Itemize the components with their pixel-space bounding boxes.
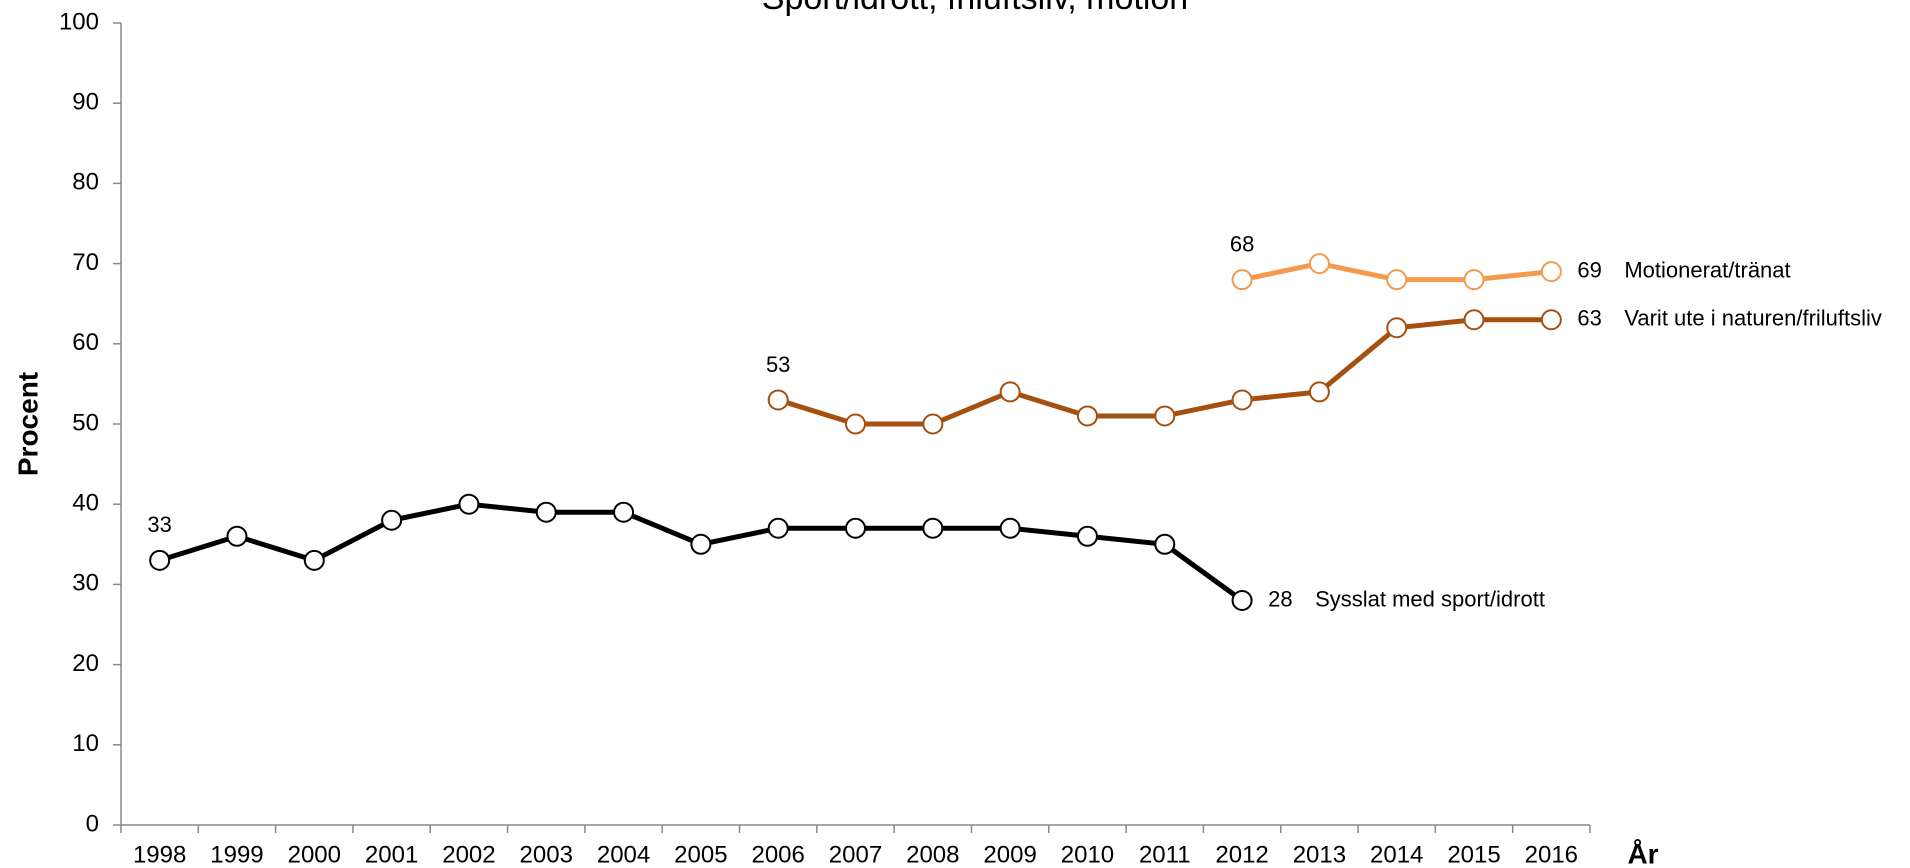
x-tick-label: 2006	[751, 841, 804, 868]
point	[1076, 405, 1098, 427]
point	[381, 509, 403, 531]
point	[1540, 261, 1562, 283]
point	[1231, 589, 1253, 611]
x-tick-label: 2016	[1525, 841, 1578, 868]
x-tick-label: 2000	[288, 841, 341, 868]
x-tick-label: 2013	[1293, 841, 1346, 868]
point	[1463, 269, 1485, 291]
y-tick-label: 60	[72, 329, 99, 356]
y-tick-label: 30	[72, 570, 99, 597]
data-label: 53	[766, 352, 790, 377]
point	[613, 501, 635, 523]
x-tick-label: 2007	[829, 841, 882, 868]
point	[303, 549, 325, 571]
point	[1308, 253, 1330, 275]
point	[845, 413, 866, 435]
point	[922, 413, 944, 435]
x-tick-label: 2004	[597, 841, 650, 868]
y-tick-label: 100	[59, 8, 99, 35]
point	[1386, 317, 1408, 339]
chart-title: Sport/idrott, friluftsliv, motion	[762, 0, 1188, 17]
y-tick-label: 20	[72, 650, 99, 677]
data-label: 68	[1230, 231, 1254, 256]
x-tick-label: 2011	[1139, 841, 1191, 868]
y-tick-label: 50	[72, 409, 99, 436]
x-tick-label: 2012	[1215, 841, 1268, 868]
x-tick-label: 2005	[674, 841, 727, 868]
point	[226, 525, 248, 547]
x-tick-label: 2008	[906, 841, 959, 868]
x-tick-label: 2014	[1370, 841, 1423, 868]
series-name: Motionerat/tränat	[1624, 257, 1790, 282]
data-label: 33	[147, 512, 171, 537]
point	[767, 517, 789, 539]
x-tick-label: 1998	[133, 841, 186, 868]
point	[1308, 381, 1330, 403]
point	[845, 517, 866, 539]
point	[535, 501, 557, 523]
x-axis-label: År	[1627, 838, 1658, 868]
point	[922, 517, 944, 539]
point	[999, 517, 1021, 539]
point	[1231, 389, 1253, 411]
y-tick-label: 0	[86, 810, 99, 837]
point	[1386, 269, 1408, 291]
x-tick-label: 2001	[365, 841, 418, 868]
y-tick-label: 70	[72, 249, 99, 276]
point	[1076, 525, 1098, 547]
point	[1540, 309, 1562, 331]
x-tick-label: 2002	[442, 841, 495, 868]
x-tick-label: 1999	[210, 841, 263, 868]
data-label: 63	[1577, 306, 1601, 331]
y-tick-label: 90	[72, 89, 99, 116]
series-name: Sysslat med sport/idrott	[1315, 586, 1545, 611]
point	[767, 389, 789, 411]
point	[690, 533, 712, 555]
x-tick-label: 2009	[983, 841, 1036, 868]
point	[1154, 533, 1176, 555]
point	[458, 493, 480, 515]
point	[149, 549, 171, 571]
y-axis-label: Procent	[12, 372, 43, 476]
y-tick-label: 10	[72, 730, 99, 757]
point	[999, 381, 1021, 403]
series-name: Varit ute i naturen/friluftsliv	[1624, 306, 1882, 331]
x-tick-label: 2003	[520, 841, 573, 868]
data-label: 28	[1268, 586, 1292, 611]
point	[1463, 309, 1485, 331]
x-tick-label: 2015	[1447, 841, 1500, 868]
y-tick-label: 80	[72, 169, 99, 196]
data-label: 69	[1577, 257, 1601, 282]
point	[1231, 269, 1253, 291]
y-tick-label: 40	[72, 490, 99, 517]
x-tick-label: 2010	[1061, 841, 1114, 868]
point	[1154, 405, 1176, 427]
